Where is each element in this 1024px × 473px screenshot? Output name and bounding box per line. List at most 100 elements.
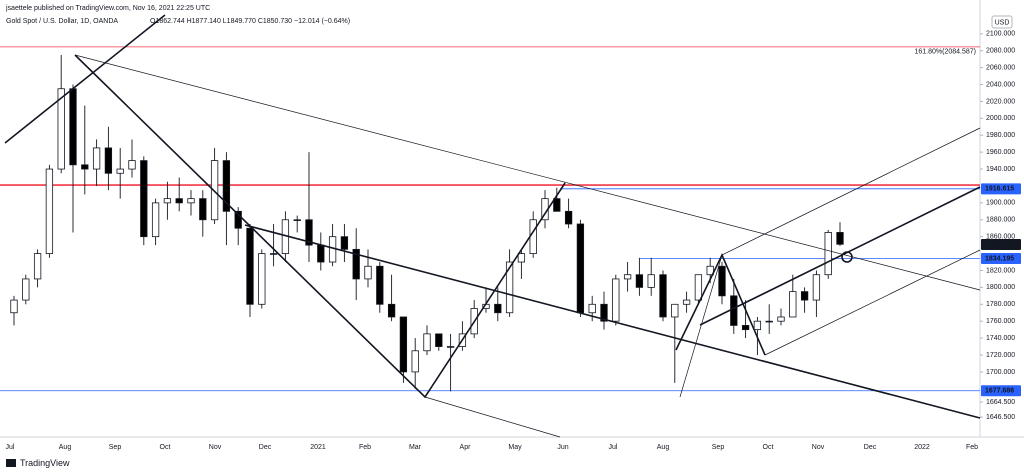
y-tick-label: 2040.000 (986, 81, 1015, 88)
candle-body (659, 274, 667, 318)
candle-body (45, 168, 54, 254)
candle-body (10, 299, 18, 314)
candle-body (57, 88, 65, 170)
candle-body (305, 219, 313, 246)
currency[interactable]: USD (995, 19, 1010, 26)
x-tick-label: Jul (6, 444, 15, 451)
candle-body (116, 168, 124, 174)
fib-label: 161.80%(2084.587) (915, 49, 977, 56)
x-tick-label: Aug (59, 444, 72, 451)
candle-body (411, 350, 419, 373)
candle-body (600, 303, 608, 322)
candle-body (269, 253, 278, 255)
price-tag: 1677.686 (985, 388, 1014, 395)
y-tick-label: 2020.000 (986, 98, 1015, 105)
price-tag: 1834.195 (985, 255, 1014, 262)
candle-body (33, 253, 42, 280)
candle-body (671, 303, 679, 318)
x-tick-label: Nov (209, 444, 222, 451)
y-tick-label: 1646.500 (986, 414, 1015, 421)
trendline (74, 54, 981, 291)
candle-body (588, 303, 596, 314)
candle-body (81, 164, 89, 170)
candle-body (340, 236, 349, 250)
candle-body (741, 325, 750, 331)
x-tick-label: Feb (966, 444, 978, 451)
candle-body (564, 210, 573, 225)
candle-body (812, 274, 821, 301)
x-tick-label: Dec (259, 444, 272, 451)
price-tag-box (981, 385, 1021, 397)
y-tick-label: 1900.000 (986, 200, 1015, 207)
y-tick-label: 1960.000 (986, 149, 1015, 156)
x-tick-label: Feb (359, 444, 371, 451)
candle-body (399, 316, 408, 373)
y-tick-label: 1760.000 (986, 318, 1015, 325)
candle-body (494, 303, 502, 314)
candle-body (505, 261, 514, 314)
candle-body (163, 198, 172, 204)
candle-body (22, 278, 30, 301)
candle-body (824, 232, 832, 276)
brand-logo (6, 459, 16, 467)
candle-body (376, 265, 384, 305)
candle-body (576, 223, 585, 314)
candle-body (529, 219, 537, 254)
x-tick-label: Aug (657, 444, 670, 451)
ohlc: O1862.744 H1877.140 L1849.770 C1850.730 … (150, 18, 350, 25)
x-tick-label: Sep (712, 444, 725, 451)
x-tick-label: Nov (812, 444, 825, 451)
candle-body (435, 333, 443, 347)
y-tick-label: 1820.000 (986, 267, 1015, 274)
candle-body (246, 227, 254, 305)
candle-body (187, 198, 195, 204)
candle-body (730, 295, 738, 326)
candle-body (364, 265, 372, 280)
y-tick-label: 2100.000 (986, 31, 1015, 38)
price-tag: 1916.615 (985, 186, 1014, 193)
candle-body (446, 346, 455, 348)
x-tick-label: Apr (460, 444, 472, 451)
y-tick-label: 1740.000 (986, 335, 1015, 342)
candle-body (836, 232, 844, 245)
candle-body (623, 274, 632, 280)
candle-body (694, 274, 703, 301)
candle-body (718, 265, 726, 297)
candle-body (753, 320, 762, 331)
candle-body (151, 202, 160, 238)
currency-button[interactable] (991, 15, 1013, 29)
trendline (675, 253, 766, 356)
candle-body (612, 278, 620, 322)
candle-body (553, 198, 561, 212)
x-tick-label: Mar (409, 444, 422, 451)
candle-body (517, 253, 526, 263)
x-tick-label: 2021 (310, 444, 326, 451)
symbol: Gold Spot / U.S. Dollar, 1D, OANDA (6, 18, 118, 25)
candle-body (258, 253, 266, 305)
brand: TradingView (20, 458, 70, 468)
y-tick-label: 1664.500 (986, 399, 1015, 406)
y-tick-label: 1940.000 (986, 166, 1015, 173)
y-tick-label: 1780.000 (986, 301, 1015, 308)
candle-body (352, 248, 360, 280)
candle-body (635, 274, 644, 288)
candle-body (128, 160, 136, 170)
candle-body (69, 88, 77, 166)
y-tick-label: 2060.000 (986, 64, 1015, 71)
candle-body (706, 265, 714, 276)
candle-body (104, 147, 113, 174)
candle-body (682, 299, 691, 305)
candle-body (387, 303, 396, 318)
pitchfork (764, 249, 981, 356)
y-tick-label: 1800.000 (986, 284, 1015, 291)
candle-body (175, 198, 183, 204)
y-tick-label: 1880.000 (986, 217, 1015, 224)
candle-body (800, 291, 809, 301)
candle-body (222, 160, 231, 212)
x-tick-label: Oct (160, 444, 171, 451)
author-line: jsaettele published on TradingView.com, … (5, 5, 210, 12)
candle-body (199, 198, 207, 221)
candle-body (234, 210, 242, 229)
